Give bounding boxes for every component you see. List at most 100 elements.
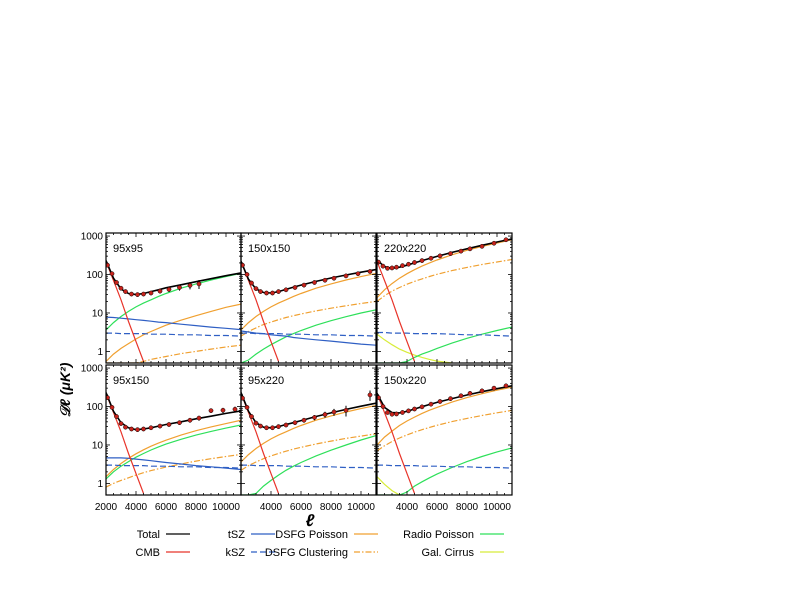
legend-label: DSFG Clustering xyxy=(265,547,348,559)
data-point xyxy=(389,411,395,417)
plot-area xyxy=(377,237,512,363)
x-tick-label: 10000 xyxy=(347,502,375,513)
data-point xyxy=(292,285,298,290)
series-ksz xyxy=(241,464,376,469)
y-tick-label: 100 xyxy=(86,402,103,413)
data-point xyxy=(503,237,509,243)
series-radio-poisson xyxy=(241,435,376,495)
data-point xyxy=(177,285,182,290)
data-point xyxy=(148,290,154,296)
x-tick-label: 8000 xyxy=(456,502,479,513)
data-point xyxy=(249,414,254,419)
legend-label: kSZ xyxy=(225,547,245,559)
y-tick-label: 1000 xyxy=(81,364,104,375)
data-point xyxy=(232,406,238,412)
x-tick-label: 8000 xyxy=(320,502,343,513)
x-tick-label: 6000 xyxy=(290,502,313,513)
y-tick-label: 1 xyxy=(97,347,103,358)
data-point xyxy=(412,406,417,412)
y-tick-label: 10 xyxy=(92,440,104,451)
data-point xyxy=(114,414,119,419)
data-point xyxy=(244,405,250,410)
y-tick-label: 1000 xyxy=(81,232,104,243)
y-tick-labels: 1 10 100 1000 1 10 100 1000 xyxy=(81,232,104,490)
data-point xyxy=(109,405,115,410)
data-point xyxy=(114,280,119,285)
data-point xyxy=(220,407,226,413)
panel-ticks xyxy=(376,365,513,495)
data-point xyxy=(458,248,464,254)
data-point xyxy=(301,282,307,288)
y-tick-label: 10 xyxy=(92,308,104,319)
data-point xyxy=(196,415,202,421)
series-radio-poisson xyxy=(241,309,376,363)
legend-item-total: Total xyxy=(137,529,190,541)
panel-ticks xyxy=(240,233,377,363)
data-point xyxy=(419,258,425,263)
data-point xyxy=(467,246,473,252)
legend-item-dsfg-clustering: DSFG Clustering xyxy=(265,547,378,559)
series-tsz xyxy=(106,457,241,471)
x-tick-label: 10000 xyxy=(212,502,240,513)
data-point xyxy=(479,243,485,249)
data-point xyxy=(343,273,349,279)
data-point xyxy=(135,427,140,433)
panel-95x95: 95x95 xyxy=(105,232,242,364)
data-point xyxy=(331,275,337,281)
series-total xyxy=(106,392,241,431)
panel-220x220: 220x220 xyxy=(376,232,513,364)
data-point xyxy=(123,424,128,430)
panel-95x150: 95x150 xyxy=(105,364,242,496)
series-dsfg-clustering xyxy=(106,453,241,488)
y-tick-label: 1 xyxy=(97,479,103,490)
data-point xyxy=(249,280,254,286)
data-point xyxy=(448,251,453,256)
panel-150x220: 150x220 xyxy=(376,364,513,496)
data-point xyxy=(177,420,182,426)
series-radio-poisson xyxy=(106,424,241,480)
series-dsfg-clustering xyxy=(377,258,512,302)
panel-ticks xyxy=(240,365,377,495)
x-tick-label: 10000 xyxy=(483,502,511,513)
data-point xyxy=(394,411,399,417)
series-total xyxy=(377,385,512,414)
data-point xyxy=(109,271,115,277)
data-point xyxy=(503,383,509,389)
series-radio-poisson xyxy=(377,447,512,495)
data-point xyxy=(343,407,349,413)
data-point xyxy=(437,253,443,259)
data-point xyxy=(380,263,386,269)
series-dsfg-poisson xyxy=(241,272,376,331)
data-point xyxy=(253,286,259,291)
data-point xyxy=(428,255,434,261)
series-gal-cirrus xyxy=(377,333,453,363)
data-point xyxy=(270,290,275,296)
series-dsfg-poisson xyxy=(377,386,512,446)
legend-label: Radio Poisson xyxy=(403,529,474,541)
x-tick-label: 4000 xyxy=(125,502,148,513)
panel-title: 150x220 xyxy=(384,375,426,387)
data-point xyxy=(385,410,390,415)
data-point xyxy=(322,277,328,283)
legend-label: DSFG Poisson xyxy=(275,529,348,541)
data-point xyxy=(118,421,124,426)
data-point xyxy=(377,395,381,400)
panel-150x150: 150x150 xyxy=(240,232,377,364)
plot-area xyxy=(241,260,376,363)
data-point xyxy=(106,395,110,400)
data-point xyxy=(283,422,289,428)
data-point xyxy=(157,423,163,429)
series-gal-cirrus xyxy=(377,476,400,495)
series-dsfg-poisson xyxy=(377,239,512,299)
data-point xyxy=(148,425,154,431)
data-point xyxy=(412,260,417,265)
data-point xyxy=(385,265,390,271)
data-point xyxy=(244,272,250,277)
data-point xyxy=(129,291,134,297)
data-point xyxy=(129,426,134,432)
data-point xyxy=(419,404,425,410)
data-point xyxy=(258,423,263,429)
series-dsfg-poisson xyxy=(106,419,241,478)
panel-title: 95x220 xyxy=(248,375,284,387)
panel-title: 95x150 xyxy=(113,375,149,387)
